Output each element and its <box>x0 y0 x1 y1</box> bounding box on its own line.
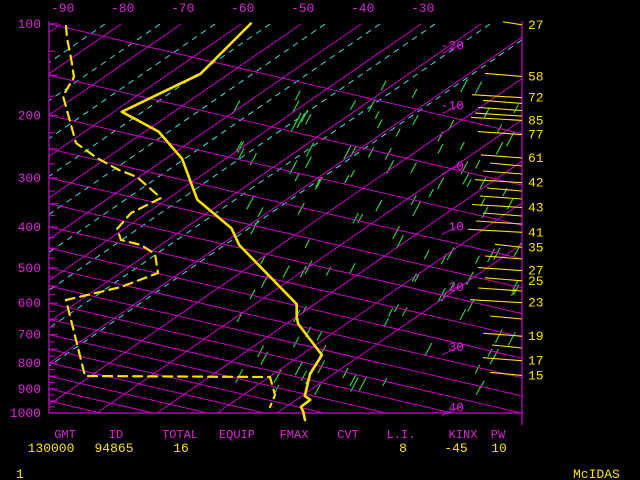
svg-text:L.I.: L.I. <box>387 428 416 442</box>
svg-text:85: 85 <box>528 113 544 128</box>
svg-text:77: 77 <box>528 128 544 143</box>
svg-text:-50: -50 <box>291 1 314 16</box>
svg-text:58: 58 <box>528 69 544 84</box>
svg-text:35: 35 <box>528 240 544 255</box>
svg-text:27: 27 <box>528 18 544 33</box>
svg-text:-80: -80 <box>111 1 134 16</box>
svg-text:10: 10 <box>491 441 507 456</box>
svg-text:-10: -10 <box>441 99 464 114</box>
svg-text:61: 61 <box>528 151 544 166</box>
svg-text:-60: -60 <box>231 1 254 16</box>
svg-text:-40: -40 <box>351 1 374 16</box>
svg-text:PW: PW <box>491 428 506 442</box>
svg-text:TOTAL: TOTAL <box>162 428 198 442</box>
svg-text:CVT: CVT <box>337 428 359 442</box>
svg-text:72: 72 <box>528 91 544 106</box>
svg-text:500: 500 <box>18 261 41 276</box>
svg-text:200: 200 <box>18 108 41 123</box>
svg-text:130000: 130000 <box>28 441 75 456</box>
svg-text:McIDAS: McIDAS <box>573 467 620 480</box>
svg-text:1000: 1000 <box>10 406 41 421</box>
svg-text:100: 100 <box>18 17 41 32</box>
svg-text:-45: -45 <box>444 441 467 456</box>
svg-text:700: 700 <box>18 328 41 343</box>
svg-text:800: 800 <box>18 356 41 371</box>
svg-text:19: 19 <box>528 329 544 344</box>
svg-text:-90: -90 <box>51 1 74 16</box>
svg-text:-20: -20 <box>441 38 464 53</box>
svg-text:15: 15 <box>528 368 544 383</box>
svg-text:-30: -30 <box>411 1 434 16</box>
svg-text:17: 17 <box>528 354 544 369</box>
svg-text:16: 16 <box>173 441 189 456</box>
svg-text:41: 41 <box>528 225 544 240</box>
svg-text:-70: -70 <box>171 1 194 16</box>
svg-text:25: 25 <box>528 274 544 289</box>
svg-text:EQUIP: EQUIP <box>219 428 255 442</box>
svg-text:43: 43 <box>528 201 544 216</box>
svg-text:94865: 94865 <box>94 441 133 456</box>
svg-text:ID: ID <box>109 428 123 442</box>
svg-text:900: 900 <box>18 382 41 397</box>
svg-text:FMAX: FMAX <box>280 428 309 442</box>
svg-text:KINX: KINX <box>449 428 478 442</box>
svg-text:1: 1 <box>16 467 24 480</box>
svg-text:GMT: GMT <box>54 428 76 442</box>
svg-text:42: 42 <box>528 176 544 191</box>
svg-text:400: 400 <box>18 220 41 235</box>
svg-text:23: 23 <box>528 296 544 311</box>
svg-text:8: 8 <box>399 441 407 456</box>
svg-text:600: 600 <box>18 296 41 311</box>
svg-text:300: 300 <box>18 171 41 186</box>
